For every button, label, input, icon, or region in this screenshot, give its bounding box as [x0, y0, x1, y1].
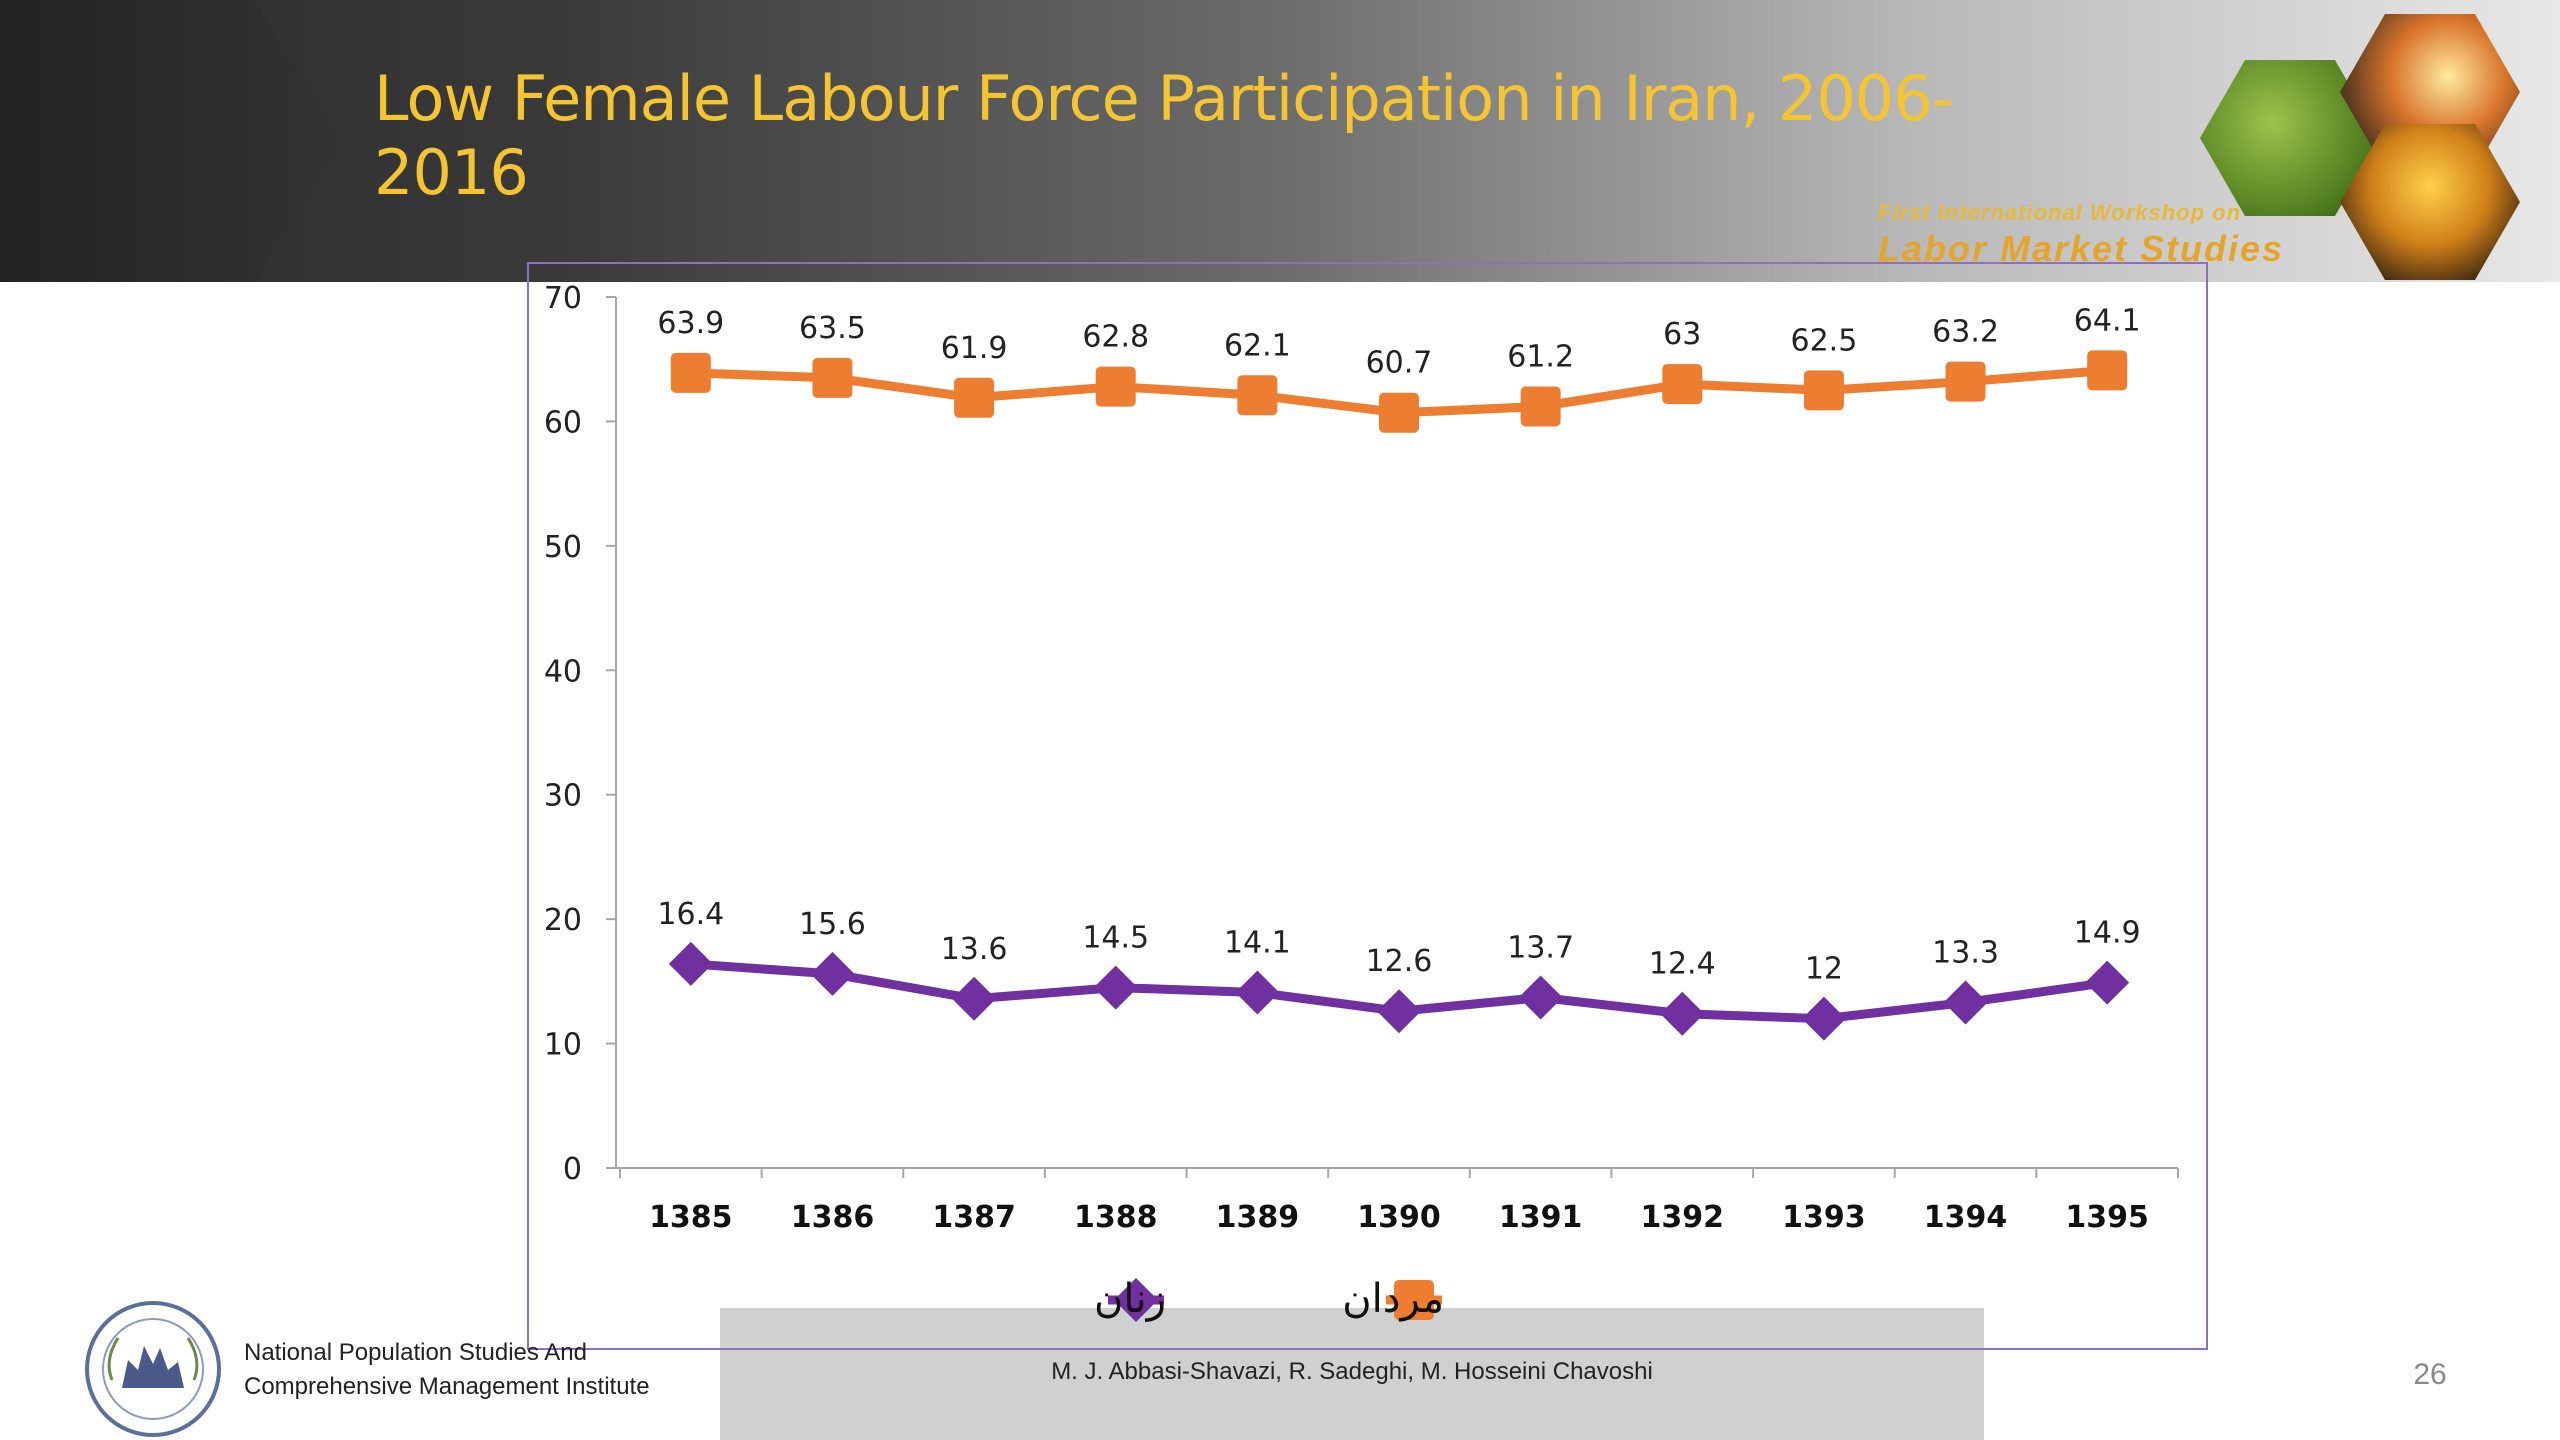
footer-band: [720, 1308, 1984, 1440]
x-tick-label: 1395: [2065, 1200, 2149, 1235]
data-label: 13.6: [941, 932, 1008, 967]
institute-name: National Population Studies And Comprehe…: [244, 1336, 650, 1404]
x-tick-label: 1388: [1074, 1200, 1158, 1235]
institute-logo: [85, 1301, 221, 1437]
x-tick-label: 1386: [791, 1200, 875, 1235]
data-point-square: [1945, 361, 1986, 402]
y-tick-label: 30: [544, 779, 582, 814]
data-label: 60.7: [1366, 346, 1433, 381]
footer-authors: M. J. Abbasi-Shavazi, R. Sadeghi, M. Hos…: [1051, 1358, 1653, 1385]
data-label: 62.1: [1224, 328, 1291, 363]
data-point-square: [1237, 375, 1278, 416]
data-point-square: [954, 377, 995, 418]
data-label: 14.1: [1224, 926, 1291, 961]
institute-line2: Comprehensive Management Institute: [244, 1373, 650, 1400]
institute-line1: National Population Studies And: [244, 1339, 587, 1366]
x-tick-label: 1394: [1924, 1200, 2008, 1235]
worker-silhouette-hex-image: [2340, 124, 2520, 280]
data-point-diamond: [1235, 970, 1280, 1015]
data-point-diamond: [1660, 991, 1705, 1036]
data-label: 12: [1805, 952, 1843, 987]
data-point-diamond: [1377, 989, 1421, 1034]
data-label: 64.1: [2074, 303, 2141, 338]
data-label: 62.5: [1791, 323, 1858, 358]
data-point-square: [1662, 364, 1703, 405]
x-tick-label: 1389: [1216, 1200, 1300, 1235]
slide-title-line1: Low Female Labour Force Participation in…: [374, 62, 1954, 135]
slide-number: 26: [2413, 1358, 2447, 1391]
y-tick-label: 0: [563, 1152, 582, 1187]
data-label: 14.9: [2074, 916, 2141, 951]
slide-header: Low Female Labour Force Participation in…: [0, 0, 2560, 282]
legend-label: مردان: [1342, 1276, 1444, 1322]
data-label: 12.4: [1649, 947, 1716, 982]
data-label: 13.7: [1507, 931, 1574, 966]
data-point-diamond: [952, 976, 997, 1021]
data-point-square: [670, 352, 711, 393]
data-label: 15.6: [799, 907, 866, 942]
data-point-diamond: [810, 951, 855, 996]
data-label: 63.9: [657, 306, 724, 341]
data-point-diamond: [1943, 980, 1988, 1025]
legend-marker-square: [1394, 1280, 1434, 1320]
x-tick-label: 1391: [1499, 1200, 1583, 1235]
data-label: 12.6: [1366, 944, 1433, 979]
y-tick-label: 70: [544, 281, 582, 316]
data-point-square: [1520, 386, 1561, 427]
x-tick-label: 1387: [932, 1200, 1016, 1235]
data-label: 63: [1663, 317, 1701, 352]
x-tick-label: 1393: [1782, 1200, 1866, 1235]
data-point-diamond: [1518, 975, 1563, 1020]
data-point-diamond: [1093, 965, 1138, 1010]
data-point-diamond: [1801, 996, 1846, 1041]
x-tick-label: 1392: [1641, 1200, 1725, 1235]
data-point-diamond: [668, 941, 713, 986]
y-tick-label: 20: [544, 903, 582, 938]
x-tick-label: 1390: [1357, 1200, 1441, 1235]
data-point-square: [2087, 350, 2128, 391]
data-label: 16.4: [657, 897, 724, 932]
data-label: 61.9: [941, 331, 1008, 366]
data-label: 62.8: [1082, 320, 1149, 355]
y-tick-label: 10: [544, 1028, 582, 1063]
data-label: 61.2: [1507, 339, 1574, 374]
data-point-diamond: [2085, 960, 2130, 1005]
y-tick-label: 50: [544, 530, 582, 565]
data-point-square: [1379, 392, 1419, 433]
chart-frame: [527, 262, 2208, 1350]
data-point-square: [1095, 366, 1136, 407]
data-label: 13.3: [1932, 936, 1999, 971]
legend-label: زنان: [1094, 1276, 1166, 1322]
data-label: 63.5: [799, 311, 866, 346]
slide-title: Low Female Labour Force Participation in…: [374, 62, 1974, 210]
y-tick-label: 40: [544, 654, 582, 689]
data-point-square: [812, 357, 853, 398]
x-tick-label: 1385: [649, 1200, 733, 1235]
data-label: 14.5: [1082, 921, 1149, 956]
slide-title-line2: 2016: [374, 136, 529, 209]
y-tick-label: 60: [544, 405, 582, 440]
data-label: 63.2: [1932, 315, 1999, 350]
workshop-line1: First International Workshop on: [1878, 200, 2242, 225]
legend-marker-diamond: [1114, 1278, 1158, 1322]
data-point-square: [1803, 370, 1844, 411]
